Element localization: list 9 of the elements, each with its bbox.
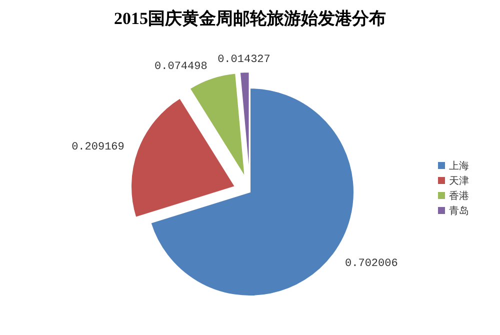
chart-title: 2015国庆黄金周邮轮旅游始发港分布 xyxy=(114,9,386,28)
data-label: 0.209169 xyxy=(72,141,124,154)
legend-label: 上海 xyxy=(449,160,469,172)
data-label: 0.702006 xyxy=(345,258,398,270)
data-label: 0.074498 xyxy=(154,60,208,73)
legend-label: 香港 xyxy=(449,190,469,202)
legend-label: 天津 xyxy=(449,175,469,187)
legend-label: 青岛 xyxy=(449,205,469,217)
data-label: 0.014327 xyxy=(218,54,270,66)
